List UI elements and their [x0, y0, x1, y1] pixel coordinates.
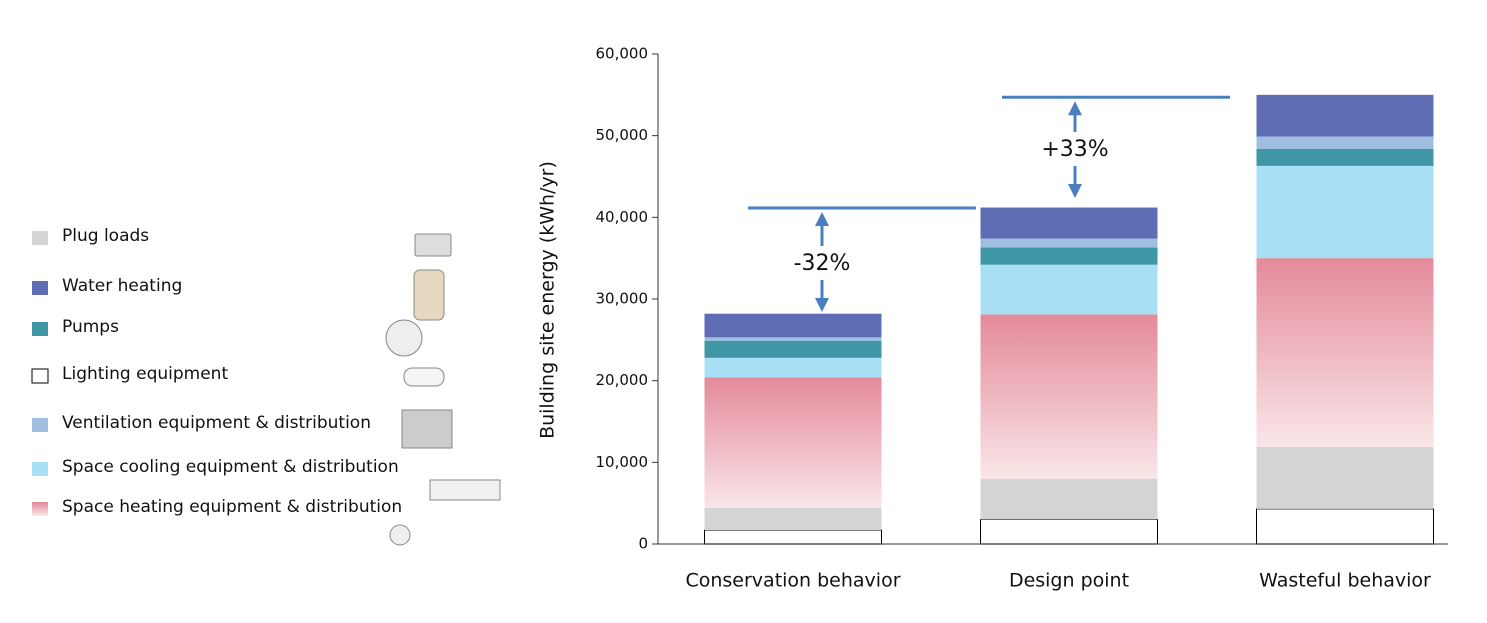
bar-segment — [980, 238, 1158, 248]
legend-swatch — [31, 368, 49, 384]
bar-segment — [1256, 165, 1434, 259]
y-axis-label: Building site energy (kWh/yr) — [537, 161, 559, 439]
y-tick-label: 50,000 — [596, 126, 649, 144]
legend-label: Space cooling equipment & distribution — [62, 457, 399, 477]
x-tick-label: Design point — [1009, 570, 1129, 592]
legend-label: Plug loads — [62, 226, 149, 246]
legend-label: Space heating equipment & distribution — [62, 497, 402, 517]
annotation: -32% — [794, 251, 851, 276]
bar-segment — [980, 247, 1158, 265]
legend-label: Lighting equipment — [62, 364, 228, 384]
bar-segment — [980, 519, 1158, 545]
y-tick-label: 0 — [638, 535, 648, 553]
bar-segment — [704, 357, 882, 378]
bar-segment — [1256, 136, 1434, 149]
bar-segment — [980, 264, 1158, 315]
bar-segment — [704, 508, 882, 531]
legend-swatch — [32, 502, 48, 516]
bar-segment — [980, 478, 1158, 520]
bar-segment — [704, 377, 882, 509]
bar-segment — [704, 529, 882, 545]
legend-swatch — [32, 462, 48, 476]
bar-segment — [1256, 446, 1434, 509]
bar-segment — [1256, 94, 1434, 137]
x-tick-label: Conservation behavior — [685, 570, 900, 592]
bar-segment — [704, 313, 882, 338]
legend-label: Pumps — [62, 317, 119, 337]
annotation: +33% — [1041, 137, 1108, 162]
legend-label: Water heating — [62, 276, 182, 296]
legend-swatch — [32, 418, 48, 432]
bar-segment — [704, 337, 882, 341]
bar-segment — [980, 314, 1158, 479]
y-tick-label: 20,000 — [596, 371, 649, 389]
icons — [385, 233, 501, 546]
arrow-head — [1068, 101, 1082, 116]
legend-swatch — [32, 281, 48, 295]
bar-segment — [704, 340, 882, 358]
x-tick-label: Wasteful behavior — [1259, 570, 1431, 592]
y-tick-label: 40,000 — [596, 208, 649, 226]
y-tick-label: 30,000 — [596, 290, 649, 308]
arrow-head — [815, 298, 829, 312]
bar-segment — [1256, 148, 1434, 166]
legend-label: Ventilation equipment & distribution — [62, 413, 371, 433]
bar-segment — [1256, 258, 1434, 447]
legend-swatch — [32, 322, 48, 336]
bar-segment — [980, 207, 1158, 239]
arrow-head — [815, 211, 829, 226]
y-tick-label: 10,000 — [596, 453, 649, 471]
arrow-head — [1068, 184, 1082, 198]
legend-swatch — [32, 231, 48, 245]
y-tick-label: 60,000 — [596, 45, 649, 63]
bar-segment — [1256, 508, 1434, 545]
